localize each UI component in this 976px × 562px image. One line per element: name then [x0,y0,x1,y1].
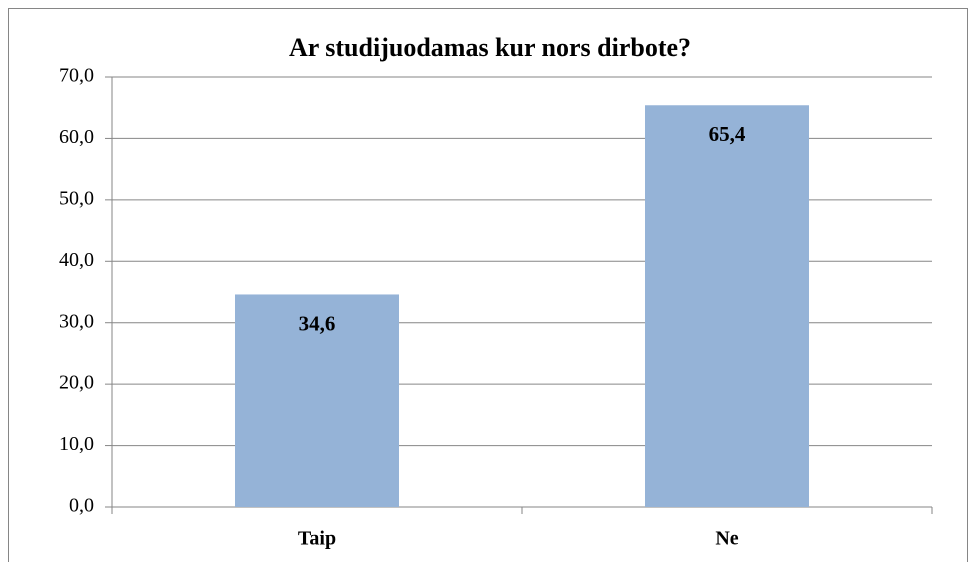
x-tick-label: Ne [715,528,738,550]
y-tick-label: 40,0 [59,249,94,271]
bar [235,294,399,507]
data-label: 65,4 [709,122,746,146]
x-tick-label: Taip [298,528,336,550]
bar [645,105,809,507]
y-tick-label: 10,0 [59,433,94,455]
y-tick-label: 50,0 [59,187,94,209]
y-tick-label: 60,0 [59,126,94,148]
y-tick-label: 20,0 [59,372,94,394]
chart-title: Ar studijuodamas kur nors dirbote? [289,33,691,62]
y-tick-label: 30,0 [59,310,94,332]
y-tick-label: 0,0 [69,495,94,517]
y-tick-label: 70,0 [59,65,94,87]
chart-frame [8,8,968,562]
data-label: 34,6 [299,311,336,335]
